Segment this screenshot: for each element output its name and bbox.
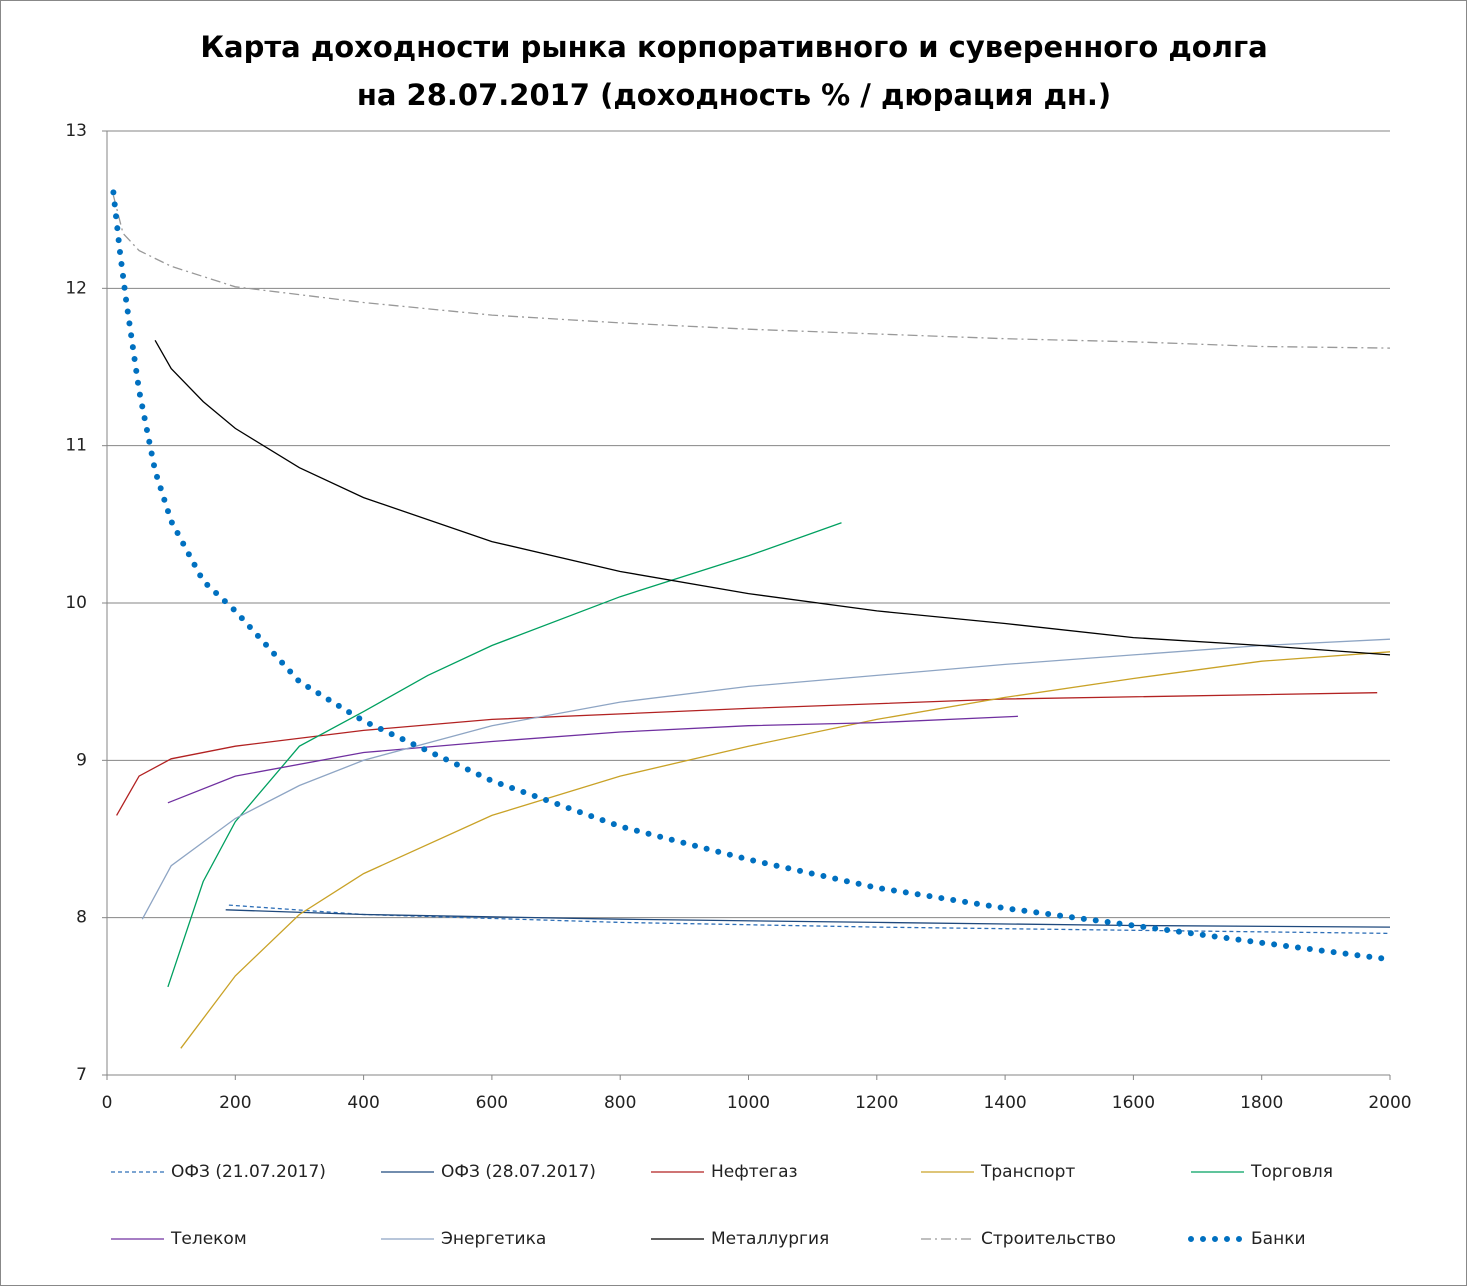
y-tick-label: 8: [76, 908, 87, 928]
y-tick-label: 10: [65, 593, 87, 613]
legend-label: Энергетика: [441, 1229, 546, 1249]
series-line: [116, 692, 1378, 816]
legend-label: Нефтегаз: [711, 1162, 798, 1182]
y-tick-label: 7: [76, 1065, 87, 1085]
x-tick-label: 1600: [1112, 1093, 1155, 1113]
legend-label: Транспорт: [980, 1162, 1075, 1182]
x-tick-label: 600: [476, 1093, 508, 1113]
series-line: [110, 189, 1387, 962]
legend-label: ОФЗ (21.07.2017): [171, 1162, 326, 1182]
x-tick-label: 1000: [727, 1093, 770, 1113]
x-tick-label: 200: [219, 1093, 251, 1113]
series-line: [225, 909, 1391, 928]
x-tick-label: 800: [604, 1093, 636, 1113]
series-line: [141, 638, 1391, 920]
series-line: [228, 904, 1391, 935]
legend-label: Торговля: [1250, 1162, 1333, 1182]
series-line: [167, 715, 1018, 804]
series-line: [180, 651, 1391, 1049]
x-tick-label: 1800: [1240, 1093, 1283, 1113]
y-tick-label: 11: [65, 436, 87, 456]
y-tick-label: 13: [65, 121, 87, 141]
x-tick-label: 1400: [983, 1093, 1026, 1113]
legend-label: Телеком: [170, 1229, 247, 1249]
x-tick-label: 400: [347, 1093, 379, 1113]
legend-label: Строительство: [981, 1229, 1116, 1249]
legend-label: Банки: [1251, 1229, 1306, 1249]
legend-label: Металлургия: [711, 1229, 829, 1249]
series-line: [167, 522, 842, 988]
x-tick-label: 0: [102, 1093, 113, 1113]
legend-label: ОФЗ (28.07.2017): [441, 1162, 596, 1182]
y-tick-label: 9: [76, 750, 87, 770]
x-tick-label: 1200: [855, 1093, 898, 1113]
chart-title: Карта доходности рынка корпоративного и …: [200, 30, 1268, 112]
y-tick-label: 12: [65, 278, 87, 298]
series-line: [112, 195, 1391, 349]
series-line: [154, 339, 1391, 656]
x-tick-label: 2000: [1368, 1093, 1411, 1113]
